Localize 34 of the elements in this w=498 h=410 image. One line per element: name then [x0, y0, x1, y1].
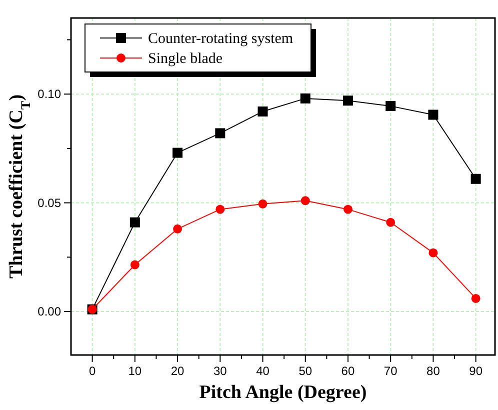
x-tick-label: 70 [384, 364, 398, 378]
point [343, 204, 352, 214]
legend-label: Single blade [148, 51, 223, 67]
x-tick-label: 60 [341, 364, 355, 378]
point [428, 248, 438, 258]
point [386, 101, 396, 112]
x-tick-label: 90 [469, 364, 483, 378]
point [300, 93, 310, 104]
point [215, 128, 226, 138]
point [172, 148, 183, 158]
x-tick-label: 20 [170, 364, 185, 378]
x-tick-label: 0 [88, 364, 96, 378]
legend-label: Counter-rotating system [148, 31, 294, 47]
point [130, 260, 140, 270]
point [300, 196, 310, 206]
x-tick-label: 10 [128, 364, 142, 378]
point [470, 174, 481, 184]
point [216, 204, 225, 214]
point [130, 217, 140, 228]
point [258, 199, 268, 208]
point [173, 224, 182, 234]
point [258, 106, 268, 116]
point [342, 96, 353, 106]
y-tick-label: 0.10 [38, 87, 62, 102]
x-tick-label: 80 [426, 364, 440, 378]
point [386, 218, 396, 227]
y-tick-label: 0.00 [38, 304, 62, 319]
x-tick-label: 50 [298, 364, 312, 378]
point [471, 294, 480, 303]
y-tick-label: 0.05 [38, 196, 62, 210]
x-axis-title: Pitch Angle (Degree) [199, 382, 367, 403]
point [428, 110, 438, 120]
x-tick-label: 30 [213, 364, 228, 378]
x-tick-label: 40 [256, 364, 270, 378]
